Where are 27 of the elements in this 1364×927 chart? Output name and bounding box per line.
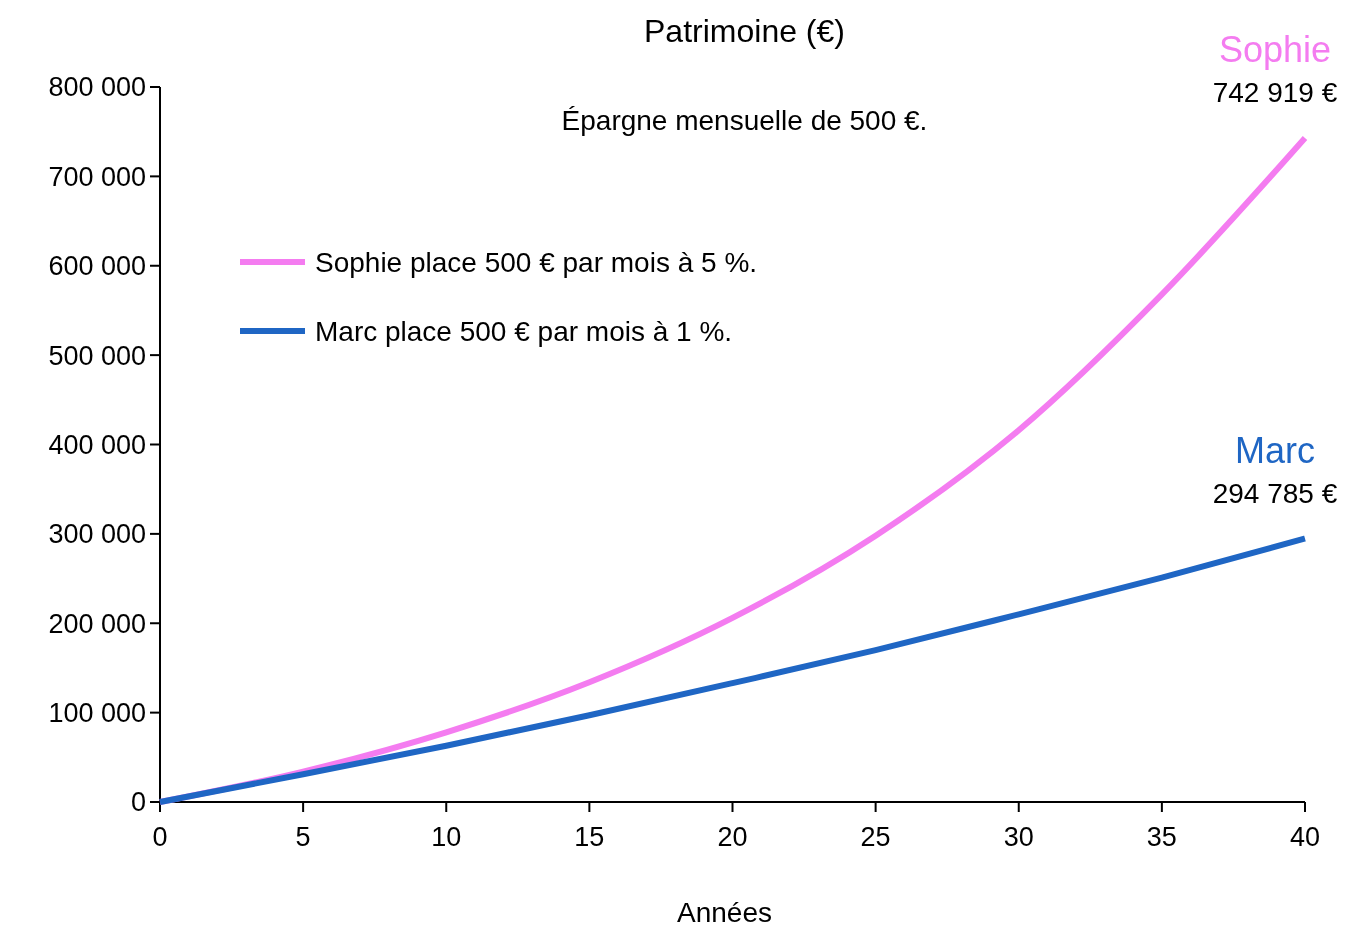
x-tick-label: 35 (1146, 822, 1177, 852)
annotation: 742 919 € (1212, 77, 1338, 109)
x-tick-label: 30 (1003, 822, 1034, 852)
x-tick-label: 40 (1289, 822, 1321, 852)
x-tick-label: 25 (860, 822, 891, 852)
y-tick-label: 300 000 (48, 519, 146, 550)
legend-label: Sophie place 500 € par mois à 5 %. (315, 246, 758, 278)
x-tick-label: 10 (431, 822, 462, 852)
text: Épargne mensuelle de 500 €. (561, 105, 928, 136)
x-tick-label: 0 (152, 822, 168, 852)
y-tick-label: 100 000 (48, 698, 146, 729)
annotation: Marc (1235, 429, 1315, 471)
x-tick-label: 20 (717, 822, 748, 852)
y-tick-label: 800 000 (48, 72, 146, 103)
y-tick-label: 0 (130, 787, 146, 818)
y-tick-label: 600 000 (48, 251, 146, 282)
y-tick-label: 500 000 (48, 340, 146, 371)
y-tick-label: 400 000 (48, 429, 146, 460)
annotation: 294 785 € (1212, 477, 1338, 509)
x-tick-label: 15 (574, 822, 605, 852)
y-tick-label: 700 000 (48, 161, 146, 192)
x-tick-label: 5 (295, 822, 311, 852)
y-tick-label: 200 000 (48, 608, 146, 639)
chart-title: Patrimoine (€) (644, 13, 845, 49)
x-axis-title: Années (677, 897, 772, 927)
legend-label: Marc place 500 € par mois à 1 %. (315, 315, 733, 347)
text: Sophie (1218, 29, 1332, 71)
